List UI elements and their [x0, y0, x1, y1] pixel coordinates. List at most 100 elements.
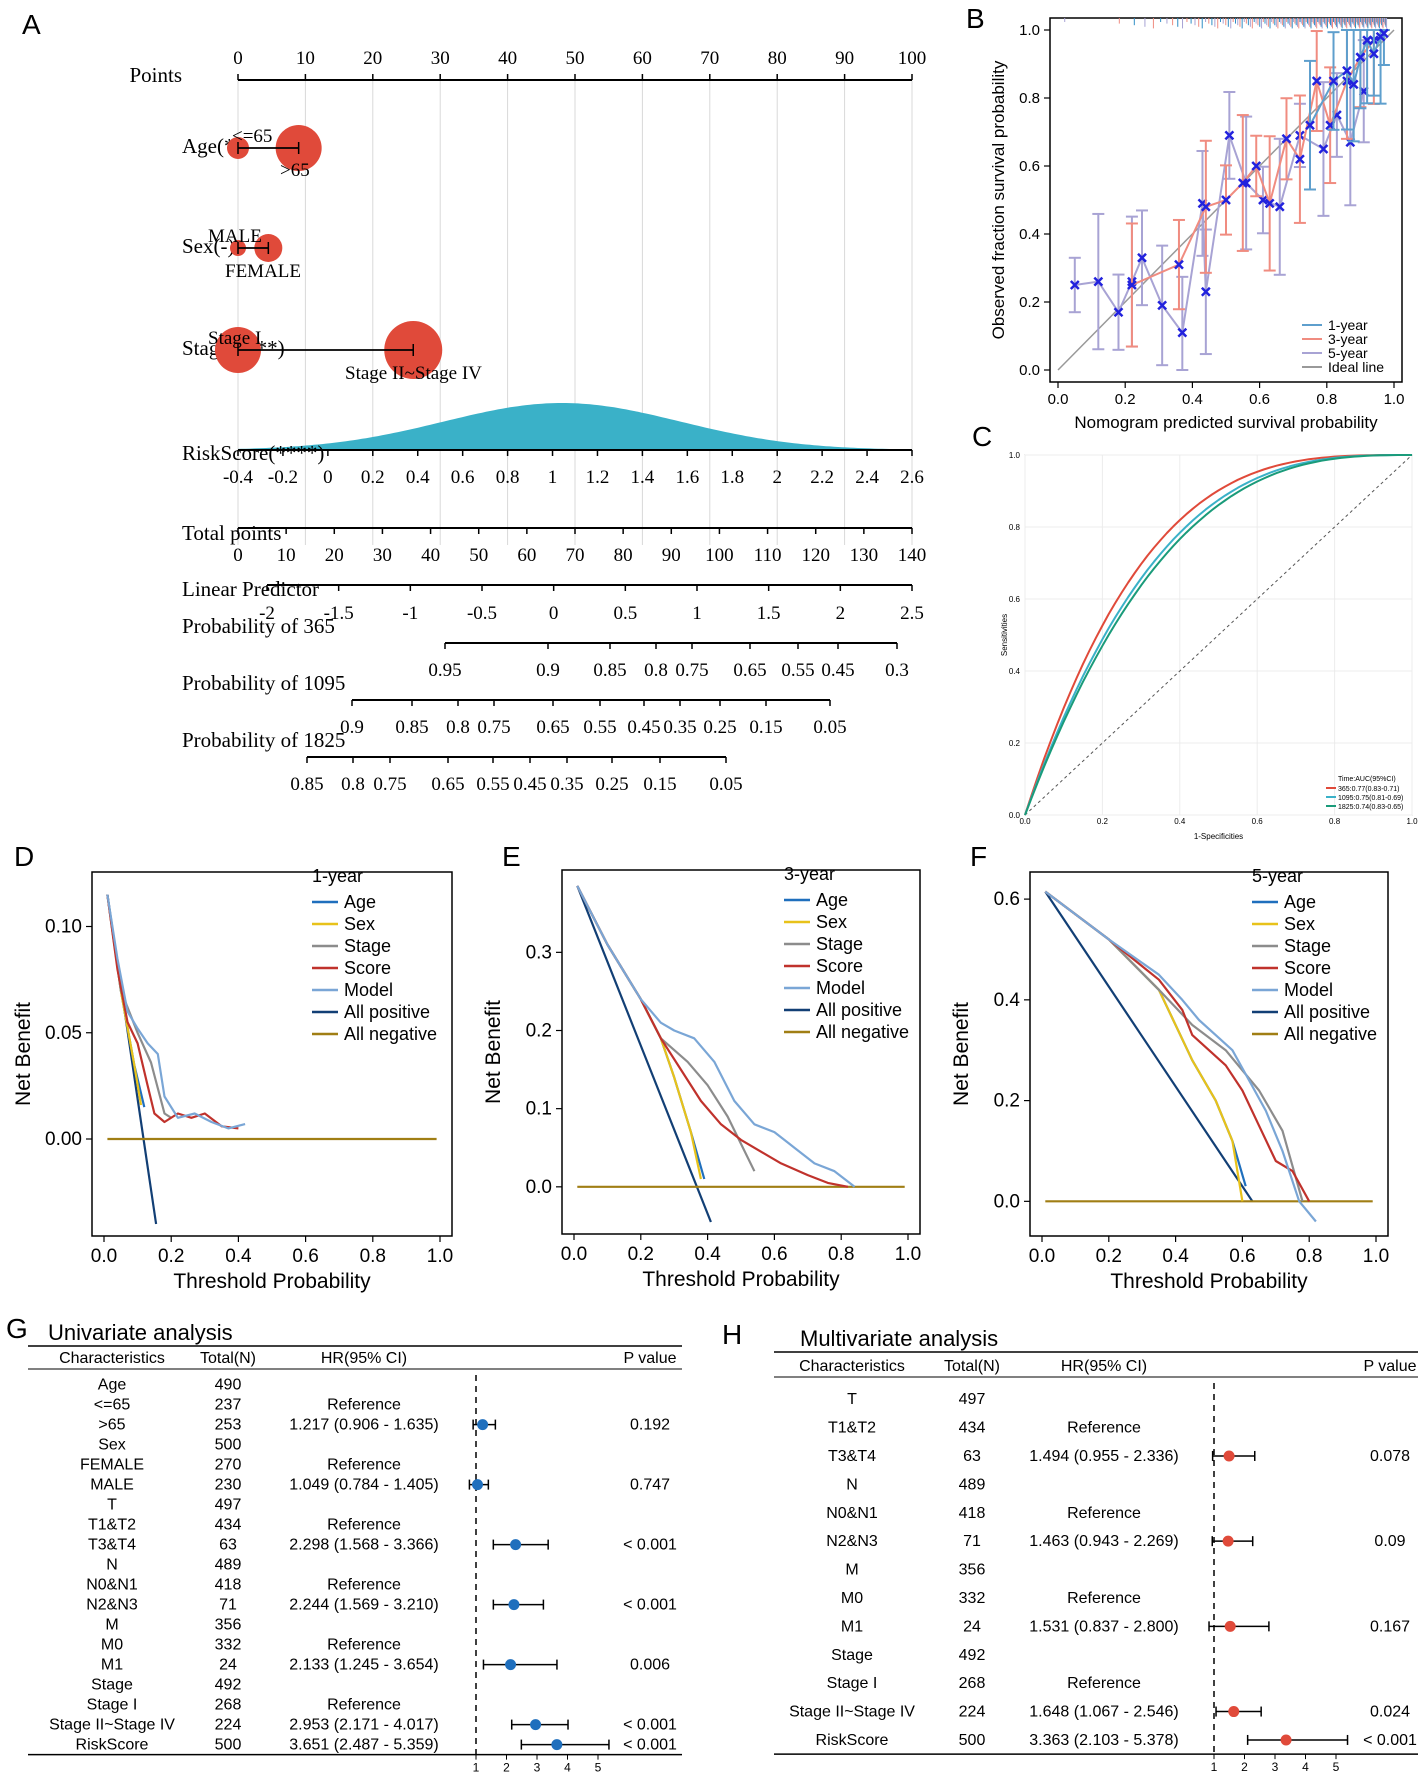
roc-x-tick-label: 0.4: [1174, 817, 1186, 826]
riskscore-tick-label: 0.8: [496, 467, 520, 488]
forest-axis-tick-label: 4: [1302, 1760, 1309, 1772]
probability-tick-label: 0.45: [821, 660, 854, 681]
forest-estimate-point: [471, 1479, 483, 1491]
calib-point: [1342, 65, 1352, 76]
forest-row-name: N2&N3: [826, 1533, 878, 1550]
calib-legend-label: 1-year: [1328, 317, 1368, 333]
probability-tick-label: 0.9: [536, 660, 560, 681]
forest-row-total: 71: [963, 1533, 981, 1550]
forest-row-name: FEMALE: [80, 1457, 144, 1474]
calib-point: [1295, 154, 1305, 165]
forest-row-name: M: [845, 1562, 858, 1579]
dca-legend-label: All positive: [344, 1002, 430, 1022]
dca-legend-label: Model: [816, 978, 865, 998]
dca-y-tick-label: 0.6: [994, 889, 1020, 910]
calib-point: [1258, 195, 1268, 205]
forest-row-hr: 1.463 (0.943 - 2.269): [1029, 1533, 1178, 1550]
forest-row-total: 268: [215, 1697, 242, 1714]
forest-row-total: 24: [963, 1618, 981, 1635]
dca-x-tick-label: 0.4: [694, 1244, 721, 1265]
probability-tick-label: 0.95: [428, 660, 461, 681]
forest-row-hr: Reference: [1067, 1590, 1141, 1607]
calib-y-tick-label: 0.2: [1019, 294, 1040, 311]
forest-row-total: 497: [959, 1391, 986, 1408]
forest-row-pvalue: < 0.001: [623, 1597, 677, 1614]
forest-row-pvalue: 0.747: [630, 1477, 670, 1494]
calib-point: [1348, 79, 1359, 90]
dca-y-tick-label: 0.00: [45, 1129, 82, 1150]
probability-tick-label: 0.05: [813, 717, 846, 738]
forest-col-header: Characteristics: [59, 1350, 165, 1367]
points-tick-label: 90: [835, 48, 854, 69]
calib-point: [1221, 195, 1231, 205]
forest-col-header: Characteristics: [799, 1358, 905, 1375]
forest-row-pvalue: 0.192: [630, 1417, 670, 1434]
forest-estimate-point: [530, 1719, 542, 1731]
forest-row-total: 489: [215, 1557, 242, 1574]
level-label: <=65: [232, 126, 272, 147]
forest-row-name: MALE: [90, 1477, 134, 1494]
forest-estimate-point: [505, 1659, 517, 1671]
dca-legend-title: 5-year: [1252, 866, 1303, 886]
dca-frame: [1029, 871, 1389, 1237]
riskscore-tick-label: 1.6: [675, 467, 699, 488]
roc-legend-label: 1825:0.74(0.83-0.65): [1338, 804, 1403, 811]
forest-row-hr: Reference: [1067, 1675, 1141, 1692]
lp-tick-label: 1: [692, 603, 702, 624]
points-tick-label: 40: [498, 48, 517, 69]
dca-x-tick-label: 0.6: [1229, 1246, 1255, 1267]
riskscore-tick-label: -0.2: [268, 467, 298, 488]
dca-x-tick-label: 0.4: [225, 1246, 252, 1267]
calib-point: [1200, 286, 1211, 297]
forest-axis-tick-label: 5: [595, 1761, 602, 1772]
dca-line-score: [106, 894, 239, 1130]
row-label-total-points: Total points: [182, 521, 281, 545]
roc-y-axis-label: Sensitivities: [1000, 614, 1009, 656]
probability-tick-label: 0.25: [595, 774, 628, 795]
probability-tick-label: 0.45: [513, 774, 546, 795]
forest-row-hr: Reference: [327, 1457, 401, 1474]
probability-tick-label: 0.35: [663, 717, 696, 738]
calib-point: [1379, 28, 1389, 39]
dca-y-tick-label: 0.2: [526, 1021, 552, 1042]
dca-legend-label: All positive: [816, 1000, 902, 1020]
dca-legend-title: 1-year: [312, 866, 363, 886]
calib-legend-label: 5-year: [1328, 345, 1368, 361]
roc-x-tick-label: 0.8: [1329, 817, 1341, 826]
dca-frame: [91, 871, 453, 1237]
forest-estimate-point: [1224, 1620, 1236, 1632]
riskscore-tick-label: 0: [323, 467, 333, 488]
calib-point: [1274, 201, 1285, 212]
dca-x-tick-label: 0.2: [1096, 1246, 1122, 1267]
forest-row-total: 332: [959, 1590, 986, 1607]
forest-row-pvalue: < 0.001: [623, 1737, 677, 1754]
dca-legend-label: Age: [816, 890, 848, 910]
roc-legend-label: 1095:0.75(0.81-0.69): [1338, 795, 1403, 802]
calibration-panel: 0.0 0.2 0.4 0.6 0.8 1.0 0.0 0.2 0.4 0.6 0.8 1.0 Nomo…: [989, 17, 1404, 432]
roc-y-tick-label: 0.6: [1009, 595, 1021, 604]
lp-tick-label: -1: [402, 603, 418, 624]
calib-legend-label: Ideal line: [1328, 359, 1384, 375]
forest-row-pvalue: < 0.001: [1363, 1732, 1417, 1749]
probability-tick-label: 0.85: [395, 717, 428, 738]
calib-point: [1311, 76, 1322, 86]
calib-point: [1093, 276, 1104, 287]
forest-row-name: Stage I: [827, 1675, 878, 1692]
dca-legend-title: 3-year: [784, 864, 835, 884]
probability-tick-label: 0.75: [477, 717, 510, 738]
calib-y-tick-label: 0.4: [1019, 226, 1040, 243]
row-label-linear-predictor: Linear Predictor: [182, 577, 319, 601]
probability-tick-label: 0.55: [583, 717, 616, 738]
level-label: MALE: [208, 226, 262, 247]
lp-tick-label: 0: [549, 603, 559, 624]
forest-row-total: 492: [215, 1677, 242, 1694]
roc-x-tick-label: 0.0: [1019, 817, 1031, 826]
forest-row-name: T3&T4: [88, 1537, 136, 1554]
forest-estimate-point: [508, 1599, 520, 1611]
points-tick-label: 10: [296, 48, 315, 69]
roc-legend-label: 365:0.77(0.83-0.71): [1338, 786, 1400, 793]
lp-tick-label: 0.5: [613, 603, 637, 624]
level-label: FEMALE: [225, 261, 301, 282]
calib-y-axis-label: Observed fraction survival probability: [989, 60, 1008, 339]
riskscore-tick-label: 2.6: [900, 467, 924, 488]
